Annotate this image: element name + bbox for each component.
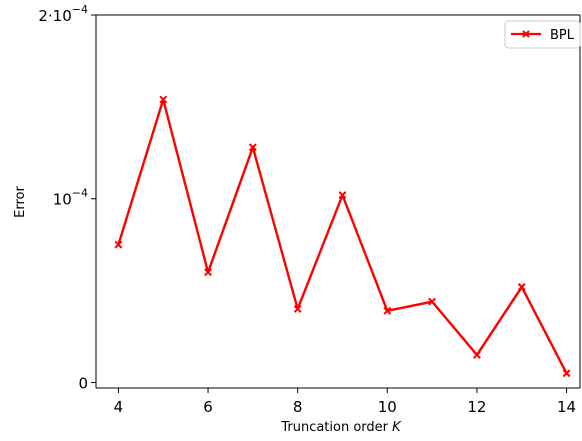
series-layer: [114, 95, 571, 378]
y-tick-label: 2·10−4: [38, 3, 88, 25]
data-point: [338, 191, 347, 199]
x-tick-label: 4: [114, 398, 124, 416]
data-point: [114, 240, 123, 249]
legend-marker-bpl: [522, 30, 530, 38]
legend: BPL: [504, 20, 581, 49]
data-point: [517, 283, 526, 291]
data-point: [428, 297, 437, 306]
data-point: [204, 268, 212, 277]
y-tick-label-base: 2·10: [38, 7, 71, 25]
x-tick-label: 12: [467, 398, 486, 416]
plot-frame: [95, 14, 581, 389]
x-axis-label-var: K: [392, 420, 402, 435]
y-axis-ticks: 010−42·10−4: [38, 3, 96, 392]
x-axis-ticks: 4 6 8 10 12 14: [114, 388, 576, 416]
y-tick-label: 0: [78, 374, 88, 392]
data-point: [473, 351, 481, 359]
x-tick-label: 14: [557, 398, 576, 416]
legend-label-bpl: BPL: [550, 28, 575, 43]
y-axis-label: Error: [13, 186, 28, 218]
data-point: [159, 95, 168, 104]
legend-box: [504, 20, 581, 49]
x-axis-label-text: Truncation order: [280, 420, 388, 435]
y-tick-label-base: 10: [53, 191, 72, 209]
data-point: [562, 369, 571, 378]
data-point: [293, 305, 302, 313]
y-tick-label-base: 0: [78, 374, 88, 392]
series-line-bpl: [117, 98, 568, 374]
x-tick-label: 6: [203, 398, 213, 416]
y-tick-label-exponent: −4: [72, 3, 88, 16]
x-tick-label: 10: [378, 398, 397, 416]
data-point: [248, 143, 257, 152]
y-tick-label: 10−4: [53, 187, 88, 209]
data-point: [383, 306, 392, 315]
y-tick-label-exponent: −4: [72, 187, 88, 200]
x-axis-label: Truncation order K: [280, 420, 402, 435]
x-tick-label: 8: [293, 398, 303, 416]
